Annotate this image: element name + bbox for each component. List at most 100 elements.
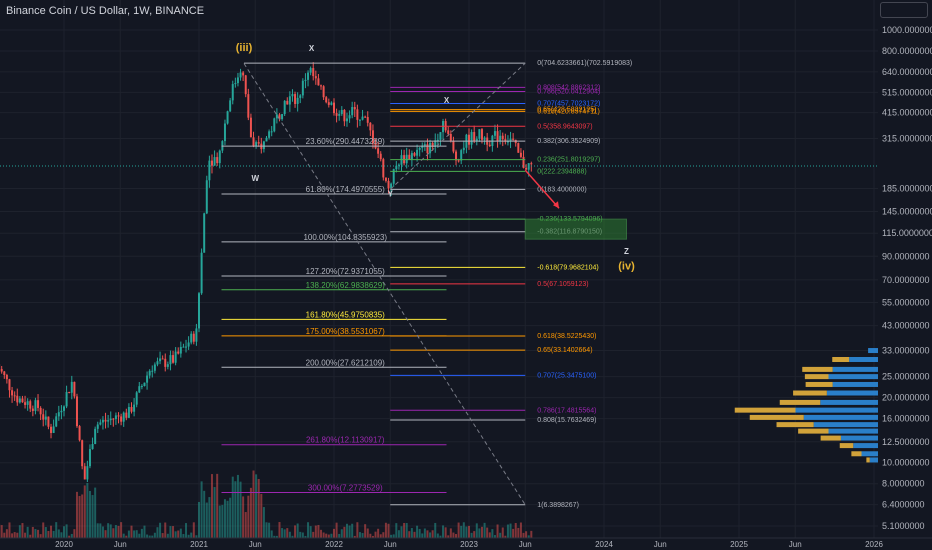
candle-body — [42, 414, 45, 420]
volume-bar — [470, 532, 473, 538]
price-axis-label: 640.0000000 — [882, 67, 932, 77]
volume-bar — [330, 533, 333, 538]
candle-body — [63, 406, 65, 411]
fib-retracement-label: 0.236(251.8019297) — [537, 157, 600, 164]
volume-bar — [229, 497, 232, 538]
volume-profile-bar-blue — [803, 414, 878, 420]
volume-bar — [348, 525, 351, 538]
volume-bar — [501, 527, 504, 538]
candle-body — [301, 80, 304, 96]
candle-body — [208, 160, 211, 181]
candle-body — [190, 333, 193, 343]
volume-bar — [475, 523, 478, 538]
volume-bar — [384, 522, 387, 538]
candle-body — [200, 252, 203, 294]
volume-profile-bar-blue — [849, 356, 878, 362]
volume-bar — [153, 532, 156, 538]
fib-extension-label: 200.00%(27.6212109) — [306, 358, 386, 367]
volume-bar — [468, 525, 470, 538]
volume-bar — [371, 535, 374, 538]
candle-body — [522, 156, 525, 168]
volume-bar — [455, 534, 458, 538]
candle-body — [335, 113, 338, 116]
price-axis-settings-button[interactable] — [880, 2, 928, 18]
volume-bar — [156, 527, 159, 538]
fib-retracement-label: 0.382(306.3524909) — [537, 138, 600, 145]
volume-bar — [478, 528, 481, 538]
candle-body — [369, 122, 372, 131]
volume-bar — [68, 535, 71, 538]
volume-bar — [70, 533, 73, 538]
time-axis-label: 2025 — [730, 540, 748, 549]
volume-bar — [408, 531, 411, 538]
candle-body — [356, 109, 359, 120]
candle-body — [99, 422, 102, 425]
volume-bar — [177, 530, 180, 538]
candle-body — [281, 114, 284, 120]
price-axis-label: 145.0000000 — [882, 206, 932, 216]
candle-body — [117, 415, 120, 417]
volume-profile-bar-orange — [749, 414, 804, 420]
price-axis-label: 25.0000000 — [882, 372, 930, 382]
candle-body — [148, 370, 151, 376]
volume-bar — [148, 535, 151, 538]
volume-bar — [257, 479, 260, 538]
candle-body — [166, 364, 169, 367]
volume-bar — [133, 530, 136, 538]
candle-body — [107, 420, 110, 422]
candle-body — [114, 415, 117, 420]
price-axis-label: 8.0000000 — [882, 479, 925, 489]
volume-bar — [322, 532, 325, 538]
volume-bar — [491, 529, 494, 538]
volume-bar — [138, 533, 141, 538]
volume-bar — [439, 535, 442, 538]
candle-body — [249, 117, 252, 138]
volume-bar — [73, 529, 76, 538]
volume-bar — [288, 531, 291, 538]
candle-body — [395, 165, 398, 170]
candle-body — [421, 145, 424, 148]
volume-bar — [275, 535, 278, 538]
volume-profile-bar-blue — [813, 422, 878, 428]
candle-body — [345, 118, 348, 122]
volume-bar — [493, 535, 496, 538]
candle-body — [475, 138, 478, 142]
candle-body — [270, 131, 273, 133]
volume-bar — [86, 482, 89, 538]
candle-body — [283, 100, 286, 115]
price-axis-label: 33.0000000 — [882, 346, 930, 356]
candle-body — [333, 102, 335, 114]
volume-bar — [268, 522, 271, 538]
volume-bar — [343, 526, 346, 538]
volume-bar — [151, 535, 154, 538]
candle-body — [275, 114, 278, 119]
candle-body — [60, 410, 63, 413]
candle-body — [447, 130, 450, 134]
volume-bar — [216, 473, 219, 538]
candle-body — [296, 97, 299, 104]
volume-bar — [75, 491, 78, 538]
fib-retracement-label: 0.65(428.5832125) — [537, 107, 596, 114]
candle-body — [179, 346, 182, 354]
candle-body — [478, 129, 481, 139]
candle-body — [182, 346, 185, 348]
volume-bar — [395, 523, 398, 538]
volume-bar — [335, 522, 338, 538]
candle-body — [244, 75, 247, 95]
candle-body — [286, 100, 289, 105]
volume-bar — [99, 523, 102, 538]
volume-profile-bar-blue — [861, 451, 878, 457]
volume-profile-bar-orange — [804, 374, 829, 380]
candle-body — [81, 440, 84, 467]
fib-retracement-label: 0.786(17.4815564) — [537, 407, 596, 414]
volume-bar — [104, 530, 107, 538]
volume-bar — [0, 525, 3, 538]
volume-bar — [60, 532, 63, 538]
volume-bar — [221, 504, 224, 538]
candle-body — [304, 79, 307, 81]
time-axis-label: 2024 — [595, 540, 613, 549]
price-axis-label: 800.0000000 — [882, 46, 932, 56]
volume-bar — [262, 507, 265, 538]
